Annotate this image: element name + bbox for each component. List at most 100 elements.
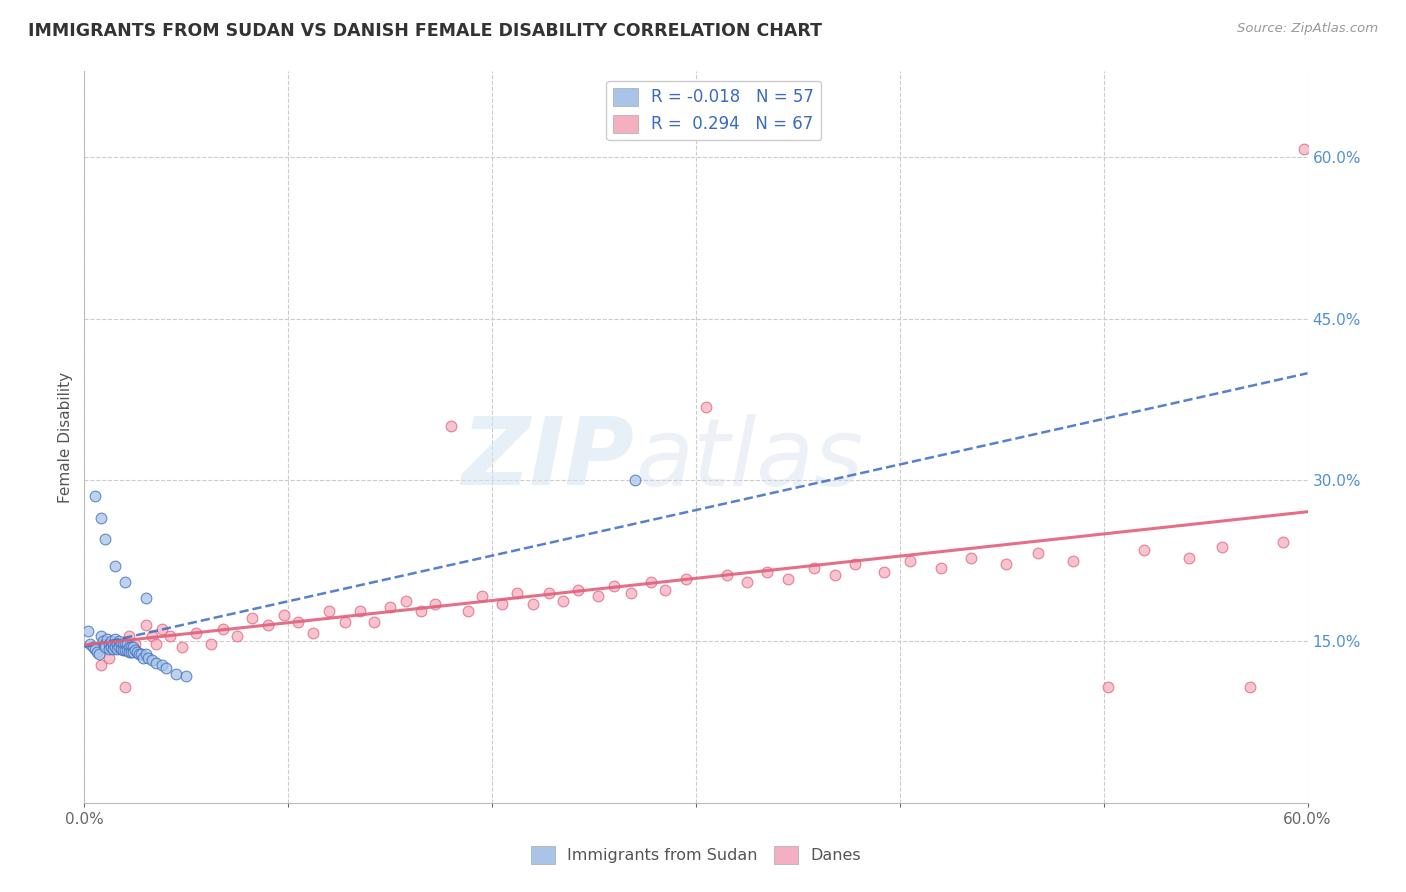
- Point: [90, 658, 112, 673]
- Point: [127, 645, 149, 659]
- Point: [471, 589, 494, 603]
- Point: [1097, 680, 1119, 694]
- Point: [756, 565, 779, 579]
- Point: [716, 567, 738, 582]
- Point: [165, 666, 187, 681]
- Point: [97, 642, 120, 657]
- Point: [212, 622, 235, 636]
- Point: [200, 637, 222, 651]
- Point: [553, 593, 575, 607]
- Point: [1292, 142, 1315, 156]
- Point: [186, 625, 208, 640]
- Point: [86, 645, 108, 659]
- Point: [110, 642, 132, 657]
- Point: [654, 582, 676, 597]
- Point: [104, 559, 127, 574]
- Point: [301, 625, 323, 640]
- Text: atlas: atlas: [636, 414, 863, 505]
- Point: [93, 533, 115, 547]
- Point: [114, 643, 136, 657]
- Point: [128, 648, 150, 662]
- Point: [363, 615, 385, 629]
- Point: [93, 640, 115, 654]
- Point: [620, 586, 643, 600]
- Point: [79, 637, 101, 651]
- Point: [104, 640, 127, 654]
- Point: [105, 637, 128, 651]
- Point: [803, 561, 825, 575]
- Point: [640, 575, 662, 590]
- Point: [440, 419, 463, 434]
- Point: [1272, 535, 1295, 549]
- Point: [457, 604, 479, 618]
- Point: [135, 591, 157, 606]
- Point: [112, 637, 135, 651]
- Legend: Immigrants from Sudan, Danes: Immigrants from Sudan, Danes: [524, 840, 868, 871]
- Point: [1178, 550, 1201, 565]
- Point: [91, 634, 114, 648]
- Point: [141, 653, 163, 667]
- Point: [395, 593, 418, 607]
- Point: [240, 611, 263, 625]
- Point: [96, 632, 118, 647]
- Point: [141, 629, 163, 643]
- Point: [101, 637, 124, 651]
- Point: [872, 565, 894, 579]
- Point: [124, 643, 146, 657]
- Text: Source: ZipAtlas.com: Source: ZipAtlas.com: [1237, 22, 1378, 36]
- Point: [118, 640, 141, 654]
- Point: [118, 629, 141, 643]
- Point: [118, 645, 141, 659]
- Point: [93, 637, 115, 651]
- Point: [273, 607, 295, 622]
- Text: IMMIGRANTS FROM SUDAN VS DANISH FEMALE DISABILITY CORRELATION CHART: IMMIGRANTS FROM SUDAN VS DANISH FEMALE D…: [28, 22, 823, 40]
- Point: [1062, 554, 1084, 568]
- Point: [776, 572, 799, 586]
- Point: [335, 615, 357, 629]
- Text: ZIP: ZIP: [463, 413, 636, 505]
- Point: [124, 637, 146, 651]
- Point: [120, 645, 142, 659]
- Point: [114, 680, 136, 694]
- Point: [122, 640, 145, 654]
- Point: [97, 637, 120, 651]
- Point: [145, 637, 167, 651]
- Point: [994, 557, 1017, 571]
- Point: [380, 600, 402, 615]
- Point: [105, 642, 128, 657]
- Point: [108, 640, 131, 654]
- Point: [603, 578, 626, 592]
- Point: [150, 622, 173, 636]
- Point: [135, 648, 157, 662]
- Point: [172, 640, 194, 654]
- Point: [567, 582, 589, 597]
- Point: [90, 629, 112, 643]
- Point: [174, 669, 197, 683]
- Point: [110, 637, 132, 651]
- Point: [960, 550, 983, 565]
- Point: [257, 618, 280, 632]
- Point: [1028, 546, 1050, 560]
- Point: [505, 586, 527, 600]
- Point: [898, 554, 921, 568]
- Point: [82, 640, 104, 654]
- Point: [136, 650, 159, 665]
- Point: [90, 510, 112, 524]
- Point: [112, 643, 135, 657]
- Point: [586, 589, 609, 603]
- Point: [1133, 543, 1156, 558]
- Point: [87, 648, 110, 662]
- Point: [145, 656, 167, 670]
- Point: [120, 640, 142, 654]
- Point: [287, 615, 309, 629]
- Point: [83, 642, 105, 657]
- Point: [226, 629, 249, 643]
- Y-axis label: Female Disability: Female Disability: [58, 371, 73, 503]
- Point: [929, 561, 952, 575]
- Point: [318, 604, 340, 618]
- Point: [77, 624, 100, 638]
- Point: [101, 642, 124, 657]
- Point: [844, 557, 866, 571]
- Point: [115, 643, 138, 657]
- Point: [675, 572, 697, 586]
